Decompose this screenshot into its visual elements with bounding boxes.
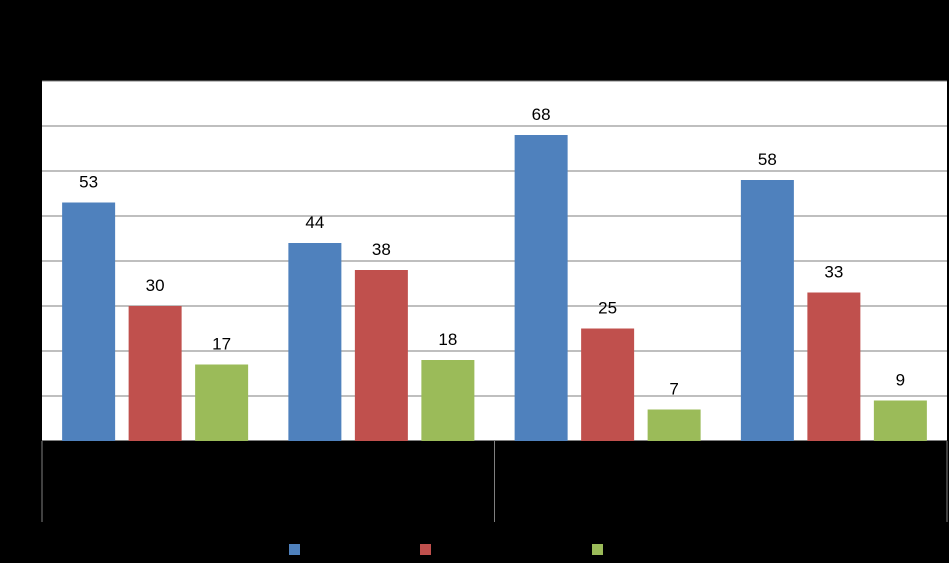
bar — [873, 400, 927, 441]
data-label: 9 — [896, 371, 905, 390]
bar — [647, 409, 701, 441]
data-label: 58 — [758, 150, 777, 169]
legend-swatch — [420, 544, 431, 555]
data-label: 18 — [438, 330, 457, 349]
bar — [740, 180, 794, 441]
bar — [62, 202, 116, 441]
data-label: 68 — [532, 105, 551, 124]
legend-swatch — [289, 544, 300, 555]
bar — [807, 292, 861, 441]
bar — [288, 243, 342, 441]
bar — [514, 135, 568, 441]
legend-swatch — [592, 544, 603, 555]
legend — [289, 544, 603, 555]
data-label: 25 — [598, 299, 617, 318]
bars — [62, 135, 927, 441]
bar — [421, 360, 475, 441]
data-label: 44 — [305, 213, 324, 232]
bar — [581, 328, 635, 441]
bar — [195, 364, 249, 441]
bar — [354, 270, 408, 441]
bar — [128, 306, 182, 441]
data-label: 53 — [79, 173, 98, 192]
data-label: 17 — [212, 335, 231, 354]
data-label: 7 — [669, 380, 678, 399]
data-label: 30 — [146, 276, 165, 295]
category-axis — [41, 441, 948, 522]
data-label: 38 — [372, 240, 391, 259]
gridlines — [42, 80, 947, 442]
data-labels: 53 30 17 44 38 18 68 25 7 58 33 9 — [79, 105, 905, 399]
data-label: 33 — [824, 263, 843, 282]
